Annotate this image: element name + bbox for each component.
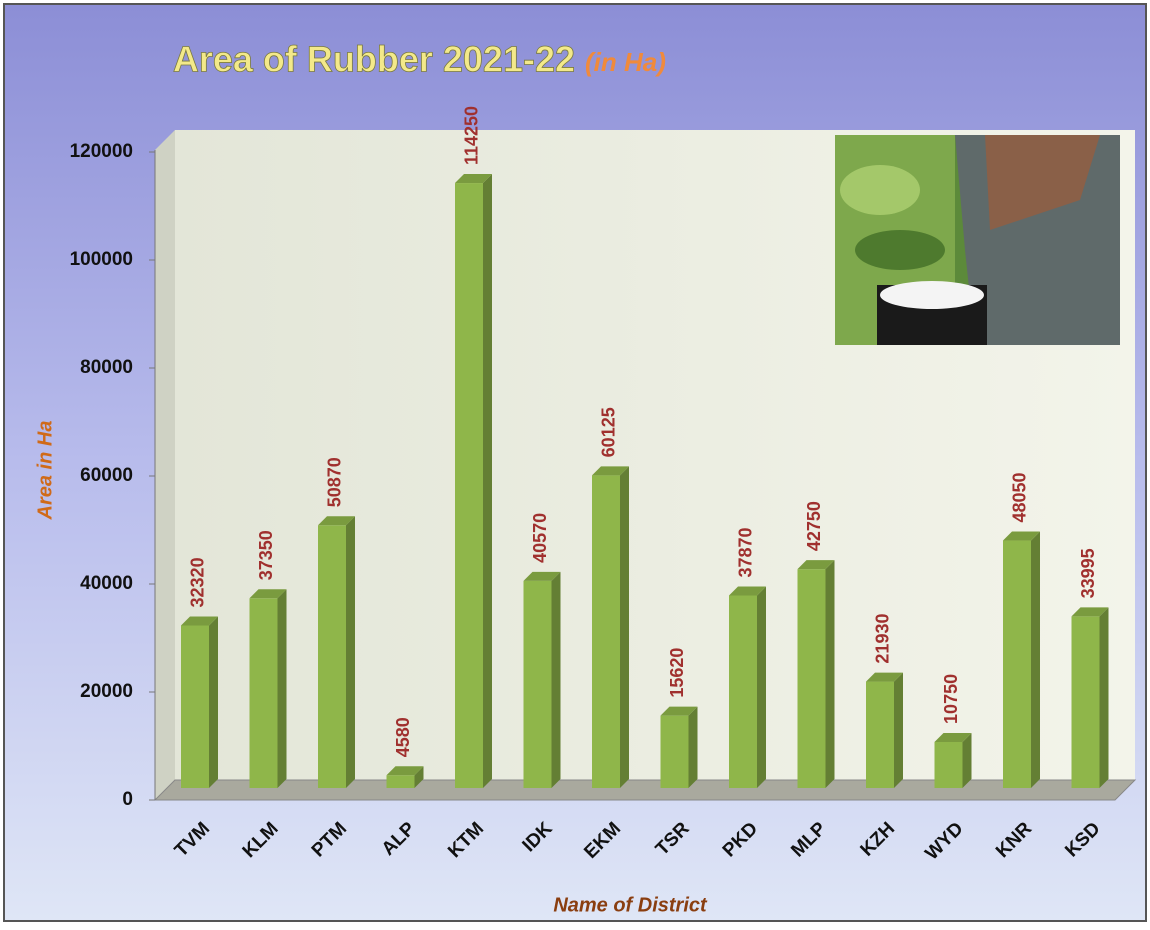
- bar-side: [278, 589, 287, 788]
- y-tick-label: 60000: [80, 465, 133, 486]
- chart-subtitle: (in Ha): [585, 47, 666, 77]
- bar-front: [798, 569, 826, 788]
- bar-front: [387, 775, 415, 788]
- bar: [592, 466, 629, 788]
- y-tick-label: 40000: [80, 573, 133, 594]
- value-label: 15620: [667, 648, 687, 698]
- y-tick-label: 120000: [70, 141, 133, 162]
- bar-front: [524, 581, 552, 788]
- bar-side: [209, 616, 218, 788]
- side-wall: [155, 130, 175, 800]
- bar: [181, 616, 218, 788]
- value-label: 32320: [188, 557, 208, 607]
- bar-side: [552, 572, 561, 788]
- value-label: 10750: [941, 674, 961, 724]
- bar-side: [826, 560, 835, 788]
- bar: [661, 707, 698, 788]
- bar-front: [661, 716, 689, 788]
- bar-side: [963, 733, 972, 788]
- bar: [318, 516, 355, 788]
- value-label: 33995: [1078, 548, 1098, 598]
- bar: [250, 589, 287, 788]
- value-label: 40570: [530, 513, 550, 563]
- bar: [866, 673, 903, 788]
- value-label: 4580: [393, 717, 413, 757]
- bar-side: [620, 466, 629, 788]
- bar-side: [689, 707, 698, 788]
- y-axis-label: Area in Ha: [34, 421, 56, 521]
- y-tick-label: 80000: [80, 357, 133, 378]
- floor: [155, 780, 1135, 800]
- value-label: 42750: [804, 501, 824, 551]
- bar-front: [1072, 616, 1100, 788]
- bar-side: [1031, 532, 1040, 788]
- bar: [455, 174, 492, 788]
- bar-front: [1003, 541, 1031, 788]
- chart-title: Area of Rubber 2021-22: [173, 39, 575, 80]
- bar-front: [318, 525, 346, 788]
- value-label: 37350: [256, 530, 276, 580]
- bar-side: [483, 174, 492, 788]
- x-axis-label: Name of District: [553, 894, 708, 916]
- bar-side: [1100, 607, 1109, 788]
- value-label: 114250: [462, 106, 482, 165]
- bar: [1072, 607, 1109, 788]
- value-label: 48050: [1010, 472, 1030, 522]
- bar-front: [729, 596, 757, 788]
- photo: [835, 135, 1120, 345]
- value-label: 50870: [325, 457, 345, 507]
- bar-side: [894, 673, 903, 788]
- y-tick-label: 20000: [80, 681, 133, 702]
- bar: [798, 560, 835, 788]
- bar: [935, 733, 972, 788]
- bar: [729, 587, 766, 788]
- bar: [524, 572, 561, 788]
- bar-side: [346, 516, 355, 788]
- value-label: 60125: [599, 407, 619, 457]
- value-label: 21930: [873, 614, 893, 664]
- bar-front: [181, 625, 209, 788]
- bar-front: [592, 475, 620, 788]
- y-tick-label: 0: [122, 789, 133, 810]
- bar: [1003, 532, 1040, 788]
- bar-side: [757, 587, 766, 788]
- y-tick-label: 100000: [70, 249, 133, 270]
- bar-front: [250, 598, 278, 788]
- bar-front: [935, 742, 963, 788]
- value-label: 37870: [736, 527, 756, 577]
- chart: Area of Rubber 2021-22 (in Ha) Area in H…: [0, 0, 1150, 925]
- bar-front: [866, 682, 894, 788]
- bar-front: [455, 183, 483, 788]
